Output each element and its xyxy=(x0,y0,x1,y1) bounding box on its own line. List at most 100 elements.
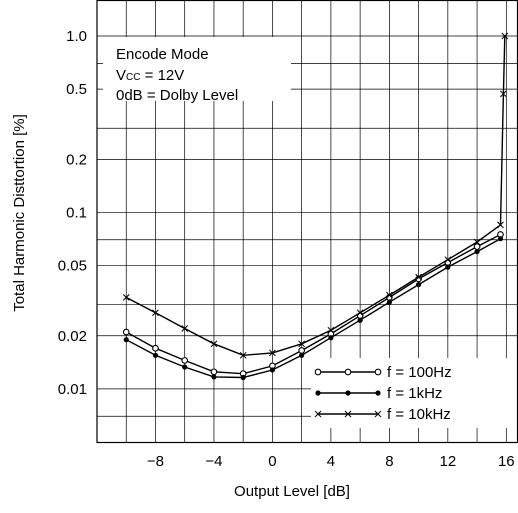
data-point xyxy=(298,340,306,348)
cross-stroke xyxy=(298,340,306,348)
legend-entry: f = 10kHz xyxy=(314,406,451,423)
data-point xyxy=(240,374,246,381)
legend-marker xyxy=(345,390,351,396)
series-0 xyxy=(122,231,504,378)
y-tick-label: 0.5 xyxy=(66,81,87,98)
y-tick-label: 0.02 xyxy=(58,328,87,345)
data-point xyxy=(473,243,481,250)
x-tick-label: −8 xyxy=(147,453,164,470)
data-point xyxy=(152,344,159,352)
series-line xyxy=(125,238,501,379)
data-point xyxy=(415,282,422,288)
data-point xyxy=(123,337,129,343)
data-point xyxy=(474,248,480,255)
legend-marker xyxy=(375,390,381,396)
series-1 xyxy=(123,236,504,381)
data-point xyxy=(445,264,451,270)
cross-stroke xyxy=(386,291,393,299)
cross-stroke xyxy=(497,221,504,229)
legend-marker xyxy=(344,410,352,418)
data-point xyxy=(181,357,189,364)
data-point xyxy=(239,351,247,359)
data-point xyxy=(473,238,481,246)
data-point xyxy=(122,328,130,336)
data-point xyxy=(182,364,188,370)
data-point xyxy=(386,299,392,305)
cross-stroke xyxy=(344,410,352,418)
data-point xyxy=(152,352,159,358)
cross-stroke xyxy=(473,238,481,246)
cross-stroke xyxy=(374,410,382,418)
cross-stroke xyxy=(269,349,276,357)
annotation-line3: 0dB = Dolby Level xyxy=(116,87,238,104)
data-point xyxy=(386,291,393,299)
data-point xyxy=(298,347,306,354)
legend-label: f = 10kHz xyxy=(387,406,451,423)
data-point xyxy=(269,349,276,357)
data-point xyxy=(328,335,334,341)
data-point xyxy=(357,317,363,323)
y-tick-label: 0.05 xyxy=(58,258,87,275)
annotation-line1: Encode Mode xyxy=(116,46,209,63)
cross-stroke xyxy=(444,256,452,264)
x-tick-label: 8 xyxy=(385,453,393,470)
data-point xyxy=(269,367,276,373)
y-tick-label: 0.01 xyxy=(58,381,87,398)
legend-marker xyxy=(315,390,321,396)
data-point xyxy=(444,256,452,264)
x-tick-label: 12 xyxy=(439,453,456,470)
legend-entry: f = 100Hz xyxy=(314,364,452,381)
annotation-line2: VCC = 12V xyxy=(116,67,184,84)
y-tick-label: 0.2 xyxy=(66,151,87,168)
series-layer xyxy=(122,32,509,381)
data-point xyxy=(327,326,335,334)
x-tick-label: 16 xyxy=(498,453,515,470)
legend: f = 100Hz f = 1kHz f = 10kHz xyxy=(314,364,452,423)
cross-stroke xyxy=(152,309,159,317)
y-tick-label: 1.0 xyxy=(66,28,87,45)
data-point xyxy=(500,90,507,98)
cross-stroke xyxy=(122,294,130,301)
data-point xyxy=(210,368,218,376)
series-2 xyxy=(122,32,509,359)
data-point xyxy=(152,309,159,317)
cross-stroke xyxy=(500,90,507,98)
data-point xyxy=(497,236,504,242)
cross-stroke xyxy=(356,309,364,317)
data-point xyxy=(299,352,305,358)
x-tick-label: 0 xyxy=(268,453,276,470)
data-point xyxy=(122,294,130,301)
legend-marker xyxy=(314,368,322,376)
legend-entry: f = 1kHz xyxy=(315,385,442,402)
data-point xyxy=(181,325,189,332)
data-point xyxy=(210,340,218,348)
legend-marker xyxy=(374,368,382,376)
data-point xyxy=(501,32,509,40)
series-line xyxy=(125,233,501,375)
cross-stroke xyxy=(181,325,189,332)
data-point xyxy=(415,273,422,281)
legend-marker xyxy=(374,410,382,418)
cross-stroke xyxy=(314,410,322,418)
y-tick-label: 0.1 xyxy=(66,204,87,221)
y-axis-label: Total Harmonic Disttortion [%] xyxy=(11,114,28,312)
x-tick-label: 4 xyxy=(327,453,335,470)
data-point xyxy=(211,374,217,380)
legend-label: f = 1kHz xyxy=(387,385,442,402)
legend-marker xyxy=(314,410,322,418)
x-tick-label: −4 xyxy=(205,453,222,470)
cross-stroke xyxy=(501,32,509,40)
data-point xyxy=(497,221,504,229)
series-line xyxy=(125,35,506,357)
legend-label: f = 100Hz xyxy=(387,364,452,381)
annotation-background xyxy=(103,37,291,101)
legend-marker xyxy=(344,368,352,376)
cross-stroke xyxy=(327,326,335,334)
cross-stroke xyxy=(210,340,218,348)
data-point xyxy=(356,309,364,317)
cross-stroke xyxy=(239,351,247,359)
x-axis-label: Output Level [dB] xyxy=(234,483,350,500)
cross-stroke xyxy=(415,273,422,281)
